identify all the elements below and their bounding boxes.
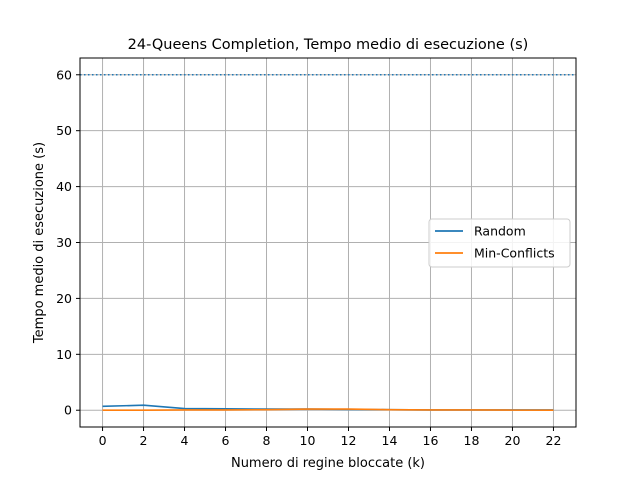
y-tick-label: 60	[56, 67, 72, 82]
series-layer	[102, 404, 554, 412]
y-tick-label: 30	[56, 235, 72, 250]
legend-label: Min-Conflicts	[474, 246, 555, 261]
x-tick-label: 18	[464, 433, 480, 448]
x-axis-label: Numero di regine bloccate (k)	[231, 456, 425, 471]
series-line-min-conflicts	[102, 408, 554, 412]
x-tick-label: 20	[505, 433, 521, 448]
y-tick-label: 0	[64, 403, 72, 418]
x-tick-label: 14	[382, 433, 398, 448]
legend: Random Min-Conflicts	[428, 218, 571, 268]
x-tick-label: 22	[546, 433, 562, 448]
legend-label: Random	[474, 224, 526, 239]
x-tick-label: 10	[300, 433, 316, 448]
x-tick-label: 6	[222, 433, 230, 448]
x-tick-label: 12	[341, 433, 357, 448]
x-tick-label: 2	[140, 433, 148, 448]
x-tick-label: 16	[423, 433, 439, 448]
y-tick-label: 20	[56, 291, 72, 306]
chart-title: 24-Queens Completion, Tempo medio di ese…	[128, 37, 529, 53]
ticks: 0 2 4 6 8 10 12 14 16 18 20 22 0 10 20 30 40 50 60	[56, 67, 561, 448]
y-tick-label: 40	[56, 179, 72, 194]
y-axis-label: Tempo medio di esecuzione (s)	[32, 142, 47, 344]
y-tick-label: 50	[56, 123, 72, 138]
legend-box	[428, 218, 571, 268]
y-tick-label: 10	[56, 347, 72, 362]
x-tick-label: 8	[263, 433, 271, 448]
x-tick-label: 4	[181, 433, 189, 448]
x-tick-label: 0	[99, 433, 107, 448]
